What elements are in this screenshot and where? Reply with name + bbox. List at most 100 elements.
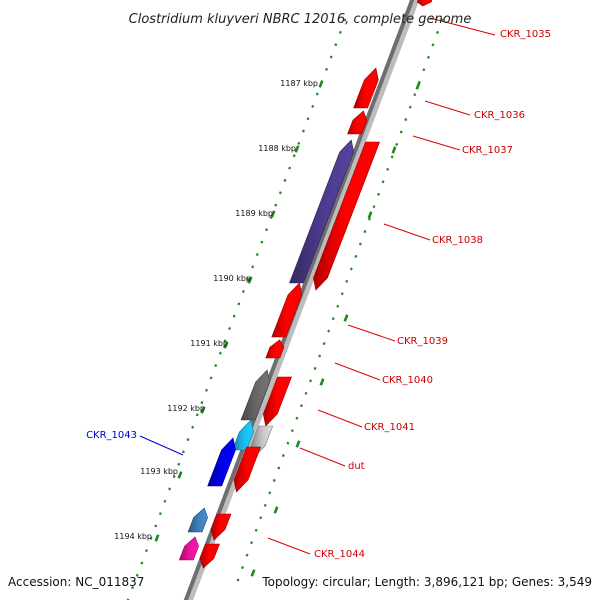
scale-dot-left [168, 487, 172, 491]
genome-info-label: Topology: circular; Length: 3,896,121 bp… [261, 575, 592, 589]
gene-feature-red-arrow [353, 67, 379, 109]
gene-feature-red-arrow [347, 110, 368, 135]
gene-feature-blue-arrow [207, 437, 236, 487]
gene-feature-red-arrow [416, 0, 433, 7]
gene-feature-magenta-arrow [178, 536, 199, 561]
scale-dot-right [336, 304, 340, 308]
scale-dot-left [186, 438, 190, 442]
scale-dot-right [363, 230, 367, 234]
scale-dot-left [191, 425, 195, 429]
gene-feature-purple-arrow [289, 139, 355, 284]
scale-kbp-label: 1188 kbp [258, 144, 296, 153]
scale-dot-right [322, 342, 326, 346]
scale-ticks-layer [126, 18, 444, 600]
scale-dot-left [177, 462, 181, 466]
label-leader-line [317, 409, 363, 428]
scale-dot-left [135, 573, 139, 577]
scale-dot-left [292, 154, 296, 158]
gene-feature-gray-arrow [240, 369, 270, 421]
scale-kbp-label: 1187 kbp [280, 79, 318, 88]
scale-dot-left [306, 117, 310, 121]
scale-dot-right [309, 379, 312, 383]
scale-dot-right [241, 566, 244, 570]
accession-label: Accession: NC_011837 [8, 575, 144, 589]
scale-dot-right [331, 317, 335, 321]
scale-dot-left [334, 43, 338, 47]
gene-feature-cyan-arrow [232, 419, 254, 451]
label-leaders-layer [139, 17, 496, 555]
scale-major-tick [177, 471, 183, 479]
scale-major-tick [367, 211, 373, 219]
scale-dot-left [237, 302, 241, 306]
label-leader-line [334, 362, 381, 381]
scale-kbp-label: 1190 kbp [213, 274, 251, 283]
scale-dot-right [277, 466, 281, 470]
scale-dot-right [318, 354, 322, 358]
gene-features-layer [178, 0, 433, 569]
scale-dot-left [200, 401, 204, 405]
scale-dot-left [154, 524, 158, 528]
gene-label: CKR_1035 [500, 29, 551, 40]
scale-dot-left [158, 512, 162, 516]
scale-dot-right [286, 441, 290, 445]
gene-label: CKR_1044 [314, 549, 365, 560]
scale-major-tick [343, 314, 349, 322]
scale-dot-right [236, 578, 240, 582]
gene-label: CKR_1036 [474, 110, 525, 121]
scale-dot-left [205, 388, 208, 392]
gene-label: dut [348, 461, 365, 472]
scale-dot-left [214, 364, 218, 368]
scale-dot-left [288, 166, 292, 170]
gene-feature-red-arrow [210, 513, 232, 541]
scale-dot-left [297, 141, 301, 145]
scale-kbp-label: 1192 kbp [167, 404, 205, 413]
gene-label: CKR_1043 [86, 430, 137, 441]
scale-dot-right [354, 254, 358, 258]
scale-major-tick [270, 210, 276, 218]
scale-dot-left [126, 598, 130, 600]
scale-dot-right [377, 192, 380, 196]
label-leader-line [412, 135, 461, 151]
map-title: Clostridium kluyveri NBRC 12016, complet… [129, 12, 472, 27]
scale-dot-left [301, 129, 305, 133]
scale-dot-right [399, 130, 403, 134]
backbone-layer [183, 0, 420, 600]
scale-dot-right [340, 292, 344, 296]
label-leader-line [429, 17, 496, 36]
scale-dot-left [329, 55, 333, 59]
scale-dot-left [181, 450, 185, 454]
scale-dot-right [268, 491, 272, 495]
scale-dot-right [250, 541, 254, 545]
scale-dot-right [358, 242, 362, 246]
scale-dot-left [223, 339, 227, 343]
scale-major-tick [273, 506, 279, 514]
scale-dot-right [313, 366, 317, 370]
scale-dot-right [426, 55, 430, 59]
scale-dot-right [372, 205, 376, 209]
scale-dot-left [251, 265, 255, 269]
scale-dot-right [272, 478, 276, 482]
scale-dot-left [218, 351, 222, 355]
scale-dot-right [281, 454, 285, 458]
scale-dot-right [436, 30, 439, 34]
gene-label: CKR_1038 [432, 235, 483, 246]
scale-kbp-label: 1193 kbp [140, 467, 178, 476]
scale-dot-right [381, 180, 385, 184]
scale-dot-left [278, 191, 282, 195]
scale-dot-right [263, 503, 267, 507]
scale-major-tick [247, 276, 253, 284]
scale-dot-right [245, 553, 249, 557]
gene-label: CKR_1037 [462, 145, 513, 156]
scale-dot-right [254, 528, 258, 532]
scale-dot-right [259, 516, 263, 520]
scale-dot-left [140, 561, 144, 565]
scale-major-tick [415, 82, 421, 90]
scale-dot-right [386, 167, 390, 171]
scale-dot-right [300, 404, 303, 408]
backbone-shadow [184, 0, 420, 600]
gene-feature-red-arrow [313, 141, 381, 291]
gene-feature-red-arrow [271, 282, 303, 338]
scale-dot-left [246, 277, 250, 281]
scale-major-tick [319, 378, 325, 386]
